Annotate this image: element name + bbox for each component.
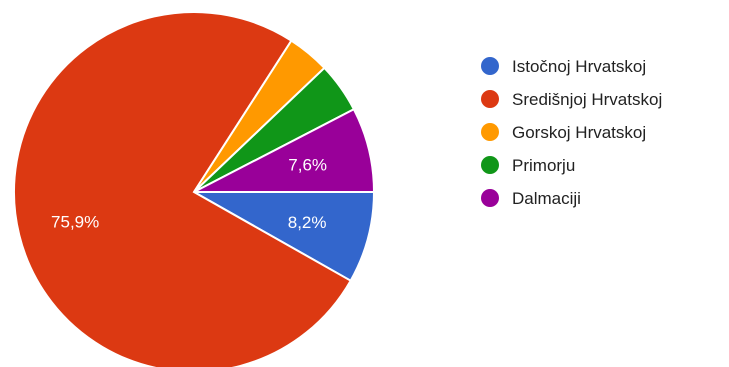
slice-value-label: 8,2%: [288, 213, 327, 232]
pie-slice-istocnoj-hrvatskoj[interactable]: [190, 191, 376, 283]
legend-label-istocnoj-hrvatskoj[interactable]: Istočnoj Hrvatskoj: [512, 57, 646, 76]
legend-marker-istocnoj-hrvatskoj: [481, 57, 499, 75]
legend-label-primorju[interactable]: Primorju: [512, 156, 575, 175]
legend-marker-gorskoj-hrvatskoj: [481, 123, 499, 141]
pie-slice-dalmaciji[interactable]: [193, 107, 376, 193]
legend: Istočnoj Hrvatskoj Središnjoj Hrvatskoj Go…: [481, 57, 662, 208]
legend-marker-primorju: [481, 156, 499, 174]
pie-slices: [13, 11, 376, 367]
legend-label-gorskoj-hrvatskoj[interactable]: Gorskoj Hrvatskoj: [512, 123, 646, 142]
legend-marker-sredisnjoj-hrvatskoj: [481, 90, 499, 108]
pie-value-labels: 8,2% 75,9% 7,6%: [51, 155, 327, 231]
legend-label-sredisnjoj-hrvatskoj[interactable]: Središnjoj Hrvatskoj: [512, 90, 662, 109]
legend-label-dalmaciji[interactable]: Dalmaciji: [512, 189, 581, 208]
slice-value-label: 7,6%: [288, 155, 327, 174]
pie-slice-sredisnjoj-hrvatskoj[interactable]: [13, 11, 352, 367]
slice-value-label: 75,9%: [51, 212, 99, 231]
legend-marker-dalmaciji: [481, 189, 499, 207]
